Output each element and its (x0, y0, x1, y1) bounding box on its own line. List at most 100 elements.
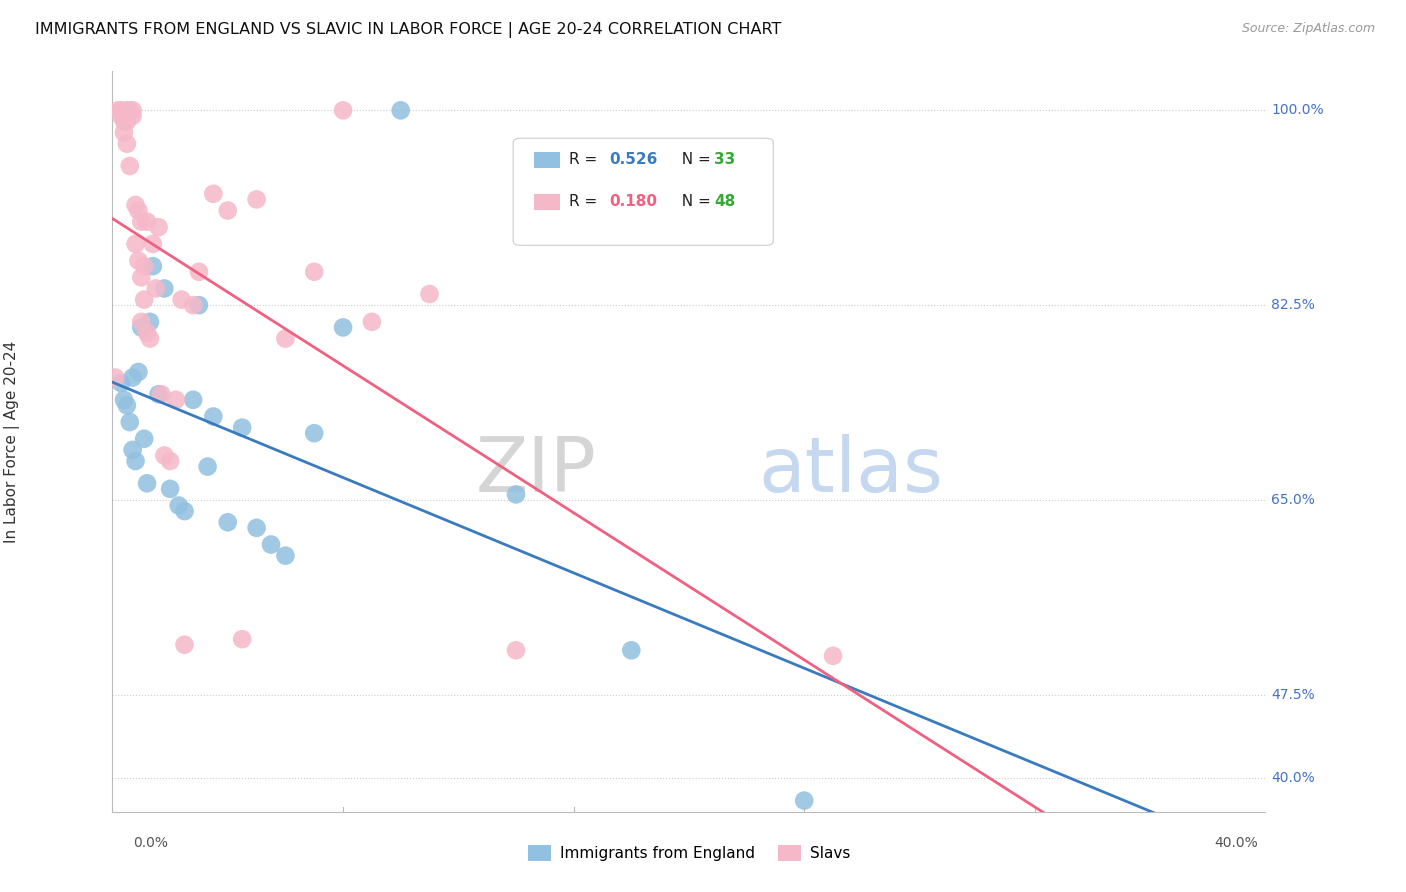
Point (129, 270, 153, 285)
Point (188, 298, 211, 312)
Point (115, 109, 138, 123)
Point (124, 198, 146, 212)
Text: 100.0%: 100.0% (1271, 103, 1324, 118)
Point (112, 392, 135, 407)
Point (121, 370, 143, 384)
Point (419, 287, 441, 301)
Point (197, 459, 219, 474)
Text: 0.0%: 0.0% (134, 836, 169, 850)
Point (127, 365, 149, 379)
Point (110, 103, 132, 118)
Point (505, 487, 527, 501)
Point (246, 193, 269, 207)
Point (129, 320, 153, 334)
Point (821, 648, 844, 663)
Text: Source: ZipAtlas.com: Source: ZipAtlas.com (1241, 22, 1375, 36)
Point (107, 103, 129, 118)
Point (165, 392, 187, 407)
Point (136, 476, 159, 491)
Point (150, 387, 173, 401)
Point (170, 293, 193, 307)
Point (121, 103, 143, 118)
Point (110, 376, 132, 390)
Point (361, 315, 384, 329)
Point (115, 103, 138, 118)
Point (231, 420, 253, 434)
Text: R =: R = (569, 194, 603, 209)
Point (134, 259, 156, 273)
Point (118, 159, 141, 173)
Point (142, 236, 165, 251)
Point (188, 265, 211, 279)
Point (139, 332, 162, 346)
Point (332, 320, 354, 334)
Text: 47.5%: 47.5% (1271, 688, 1315, 702)
Point (121, 109, 143, 123)
Point (202, 409, 225, 424)
Point (134, 293, 156, 307)
Point (115, 136, 138, 151)
Point (139, 315, 162, 329)
Point (112, 126, 135, 140)
Point (181, 298, 204, 312)
Point (153, 281, 176, 295)
Point (332, 103, 354, 118)
Point (127, 253, 149, 268)
Point (173, 638, 195, 652)
Point (129, 315, 153, 329)
Point (110, 109, 132, 123)
Point (181, 392, 204, 407)
Point (124, 454, 146, 468)
Text: N =: N = (672, 153, 716, 167)
Point (505, 643, 527, 657)
Text: 65.0%: 65.0% (1271, 493, 1315, 507)
Point (159, 482, 181, 496)
Text: atlas: atlas (758, 434, 943, 508)
Point (153, 449, 176, 463)
Text: 82.5%: 82.5% (1271, 298, 1315, 312)
Point (202, 186, 225, 201)
Point (246, 521, 269, 535)
Point (148, 387, 170, 401)
Point (159, 454, 181, 468)
Text: 48: 48 (714, 194, 735, 209)
Text: R =: R = (569, 153, 603, 167)
Text: 40.0%: 40.0% (1215, 836, 1258, 850)
Point (173, 504, 195, 518)
Point (217, 203, 239, 218)
Point (274, 332, 297, 346)
Point (104, 370, 127, 384)
Point (118, 415, 141, 429)
Point (167, 499, 190, 513)
Text: ZIP: ZIP (475, 434, 596, 508)
Point (620, 643, 643, 657)
Point (142, 259, 165, 273)
Legend: Immigrants from England, Slavs: Immigrants from England, Slavs (522, 838, 856, 867)
Point (793, 794, 815, 808)
Point (136, 326, 159, 340)
Point (389, 103, 412, 118)
Point (129, 214, 153, 228)
Point (148, 220, 170, 235)
Text: 33: 33 (714, 153, 735, 167)
Point (231, 632, 253, 647)
Text: 0.180: 0.180 (609, 194, 657, 209)
Point (136, 214, 159, 228)
Point (127, 203, 149, 218)
Point (115, 114, 138, 128)
Point (304, 265, 326, 279)
Point (134, 432, 156, 446)
Point (115, 398, 138, 412)
Text: In Labor Force | Age 20-24: In Labor Force | Age 20-24 (4, 341, 20, 542)
Point (124, 236, 146, 251)
Point (121, 442, 143, 457)
Point (118, 103, 141, 118)
Text: 40.0%: 40.0% (1271, 772, 1315, 785)
Text: 0.526: 0.526 (609, 153, 657, 167)
Text: N =: N = (672, 194, 716, 209)
Point (260, 537, 283, 551)
Point (304, 426, 326, 441)
Text: IMMIGRANTS FROM ENGLAND VS SLAVIC IN LABOR FORCE | AGE 20-24 CORRELATION CHART: IMMIGRANTS FROM ENGLAND VS SLAVIC IN LAB… (35, 22, 782, 38)
Point (112, 114, 135, 128)
Point (217, 515, 239, 529)
